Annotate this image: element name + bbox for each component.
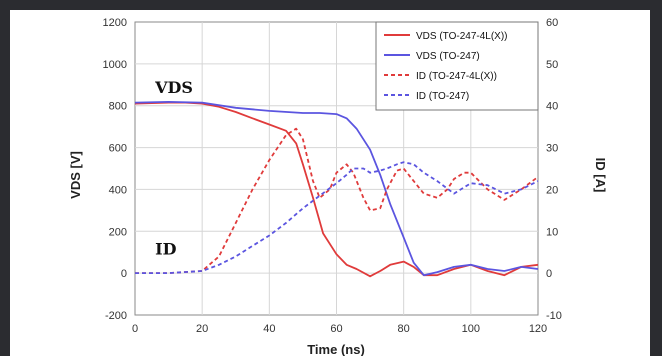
y-axis-right-title: ID [A] [593,158,608,193]
legend-label-1: VDS (TO-247) [416,51,480,62]
series-line-2 [135,127,539,275]
y-left-tick-label: 1200 [103,17,127,29]
x-tick-label: 60 [330,323,342,335]
legend-entries: VDS (TO-247-4L(X)) VDS (TO-247) ID (TO-247… [384,31,508,102]
series-line-1 [134,101,539,277]
grid [135,22,538,315]
y-left-tick-label: 200 [109,226,127,238]
tick-labels: 0 20 40 60 80 100 120-200020040060080010001200… [103,17,562,335]
series-line-3 [135,161,539,275]
legend-label-0: VDS (TO-247-4L(X)) [416,31,508,42]
y-axis-left-title: VDS [V] [68,151,83,199]
y-left-tick-label: 800 [109,101,127,113]
x-tick-label: 40 [263,323,275,335]
y-right-tick-label: -10 [546,310,562,322]
series-line-0 [134,101,539,278]
y-left-tick-label: 400 [109,184,127,196]
x-tick-label: 80 [398,323,410,335]
chart-figure: 0 20 40 60 80 100 120 -200 0 200 400 600 800 1000 1200… [10,10,650,356]
dual-axis-line-chart: 0 20 40 60 80 100 120-200020040060080010001200… [68,17,608,356]
y-right-tick-label: 60 [546,17,558,29]
y-right-tick-label: 20 [546,184,558,196]
y-right-tick-label: 10 [546,226,558,238]
id-annotation: ID [155,239,176,258]
x-axis-title: Time (ns) [307,342,365,356]
x-tick-label: 0 [132,323,138,335]
x-tick-label: 120 [529,323,547,335]
vds-annotation: VDS [154,78,193,97]
legend-label-3: ID (TO-247) [416,91,469,102]
legend-label-2: ID (TO-247-4L(X)) [416,71,497,82]
y-right-tick-label: 40 [546,101,558,113]
y-left-tick-label: 0 [121,268,127,280]
y-right-tick-label: 0 [546,268,552,280]
legend: VDS (TO-247-4L(X)) VDS (TO-247) ID (TO-247… [375,21,539,111]
y-right-tick-label: 50 [546,59,558,71]
legend-box [375,21,539,111]
y-left-tick-label: 600 [109,143,127,155]
x-tick-label: 20 [196,323,208,335]
y-right-tick-label: 30 [546,143,558,155]
x-tick-label: 100 [462,323,480,335]
series-lines [134,101,539,278]
y-left-tick-label: 1000 [103,59,127,71]
y-left-tick-label: -200 [105,310,127,322]
